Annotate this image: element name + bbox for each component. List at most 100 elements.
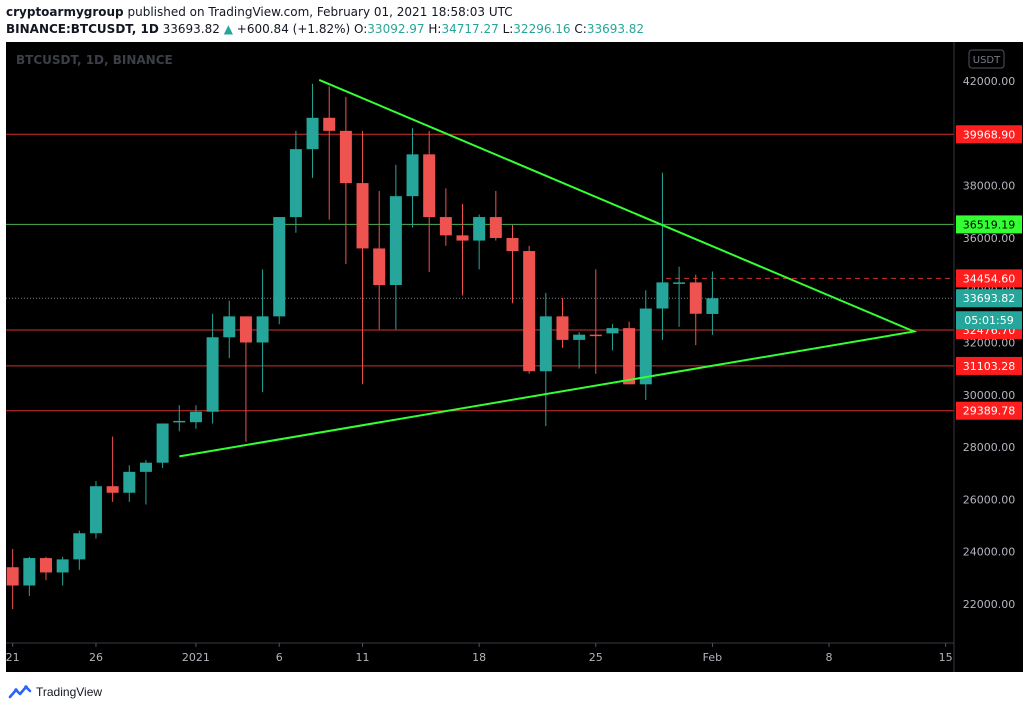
tradingview-logo-icon[interactable] bbox=[8, 684, 32, 700]
candle[interactable] bbox=[223, 300, 236, 359]
level-badge[interactable]: 29389.78 bbox=[956, 401, 1022, 420]
symbol-watermark: BTCUSDT, 1D, BINANCE bbox=[16, 53, 173, 67]
close-label: C: bbox=[574, 22, 587, 36]
level-badge[interactable]: 31103.28 bbox=[956, 356, 1022, 375]
open-label: O: bbox=[354, 22, 368, 36]
candle-body bbox=[706, 298, 719, 314]
candle[interactable] bbox=[523, 245, 536, 374]
candle[interactable] bbox=[406, 128, 419, 228]
candle-body bbox=[339, 130, 352, 184]
candle-body bbox=[539, 316, 552, 372]
candle-body bbox=[323, 117, 336, 131]
candle[interactable] bbox=[23, 556, 36, 596]
candle[interactable] bbox=[339, 96, 352, 265]
candle[interactable] bbox=[589, 269, 602, 374]
level-badge-background bbox=[956, 356, 1022, 375]
candle-body bbox=[273, 217, 286, 317]
time-tick-label: 18 bbox=[472, 651, 486, 664]
publish-line: cryptoarmygroup published on TradingView… bbox=[6, 5, 513, 19]
time-axis[interactable]: 21 26 2021 6 11 18 25 Feb 8 15 bbox=[6, 643, 953, 664]
candle[interactable] bbox=[373, 190, 386, 330]
candle[interactable] bbox=[273, 217, 286, 325]
price-tick-label: 28000.00 bbox=[963, 441, 1016, 454]
candle[interactable] bbox=[456, 204, 469, 296]
candle[interactable] bbox=[139, 460, 152, 505]
time-tick-label: 2021 bbox=[182, 651, 210, 664]
candle[interactable] bbox=[573, 332, 586, 369]
time-tick-label: 26 bbox=[89, 651, 103, 664]
candle-body bbox=[173, 420, 186, 423]
candle[interactable] bbox=[673, 266, 686, 327]
price-tick-label: 32000.00 bbox=[963, 337, 1016, 350]
candle[interactable] bbox=[123, 465, 136, 502]
level-badge[interactable]: 36519.19 bbox=[956, 215, 1022, 234]
candle[interactable] bbox=[639, 290, 652, 400]
last-price-badge[interactable]: 33693.82 bbox=[956, 289, 1022, 308]
last-price-badge-background bbox=[956, 289, 1022, 308]
candle[interactable] bbox=[706, 271, 719, 335]
candle[interactable] bbox=[506, 224, 519, 304]
level-badge[interactable]: 39968.90 bbox=[956, 125, 1022, 144]
price-tick-label: 42000.00 bbox=[963, 75, 1016, 88]
candle[interactable] bbox=[256, 269, 269, 393]
candle[interactable] bbox=[489, 190, 502, 241]
candle[interactable] bbox=[689, 274, 702, 346]
candle[interactable] bbox=[73, 530, 86, 570]
level-badge-background bbox=[956, 125, 1022, 144]
candle[interactable] bbox=[306, 83, 319, 178]
author-name[interactable]: cryptoarmygroup bbox=[6, 5, 124, 19]
candle[interactable] bbox=[239, 316, 252, 442]
candle-body bbox=[423, 154, 436, 218]
tradingview-brand[interactable]: TradingView bbox=[36, 685, 103, 699]
footer: TradingView bbox=[8, 682, 102, 702]
candle[interactable] bbox=[156, 423, 169, 468]
candle-body bbox=[573, 334, 586, 340]
candle[interactable] bbox=[289, 130, 302, 233]
candle-body bbox=[89, 486, 102, 534]
candle[interactable] bbox=[439, 188, 452, 246]
open-value: 33092.97 bbox=[367, 22, 425, 36]
candle[interactable] bbox=[656, 172, 669, 340]
candle-body bbox=[256, 316, 269, 343]
candle[interactable] bbox=[56, 556, 69, 586]
price-tick-label: 24000.00 bbox=[963, 546, 1016, 559]
candle[interactable] bbox=[173, 405, 186, 432]
triangle-pattern[interactable] bbox=[179, 78, 918, 458]
candle[interactable] bbox=[189, 405, 202, 429]
candle[interactable] bbox=[323, 86, 336, 220]
price-tick-label: 26000.00 bbox=[963, 493, 1016, 506]
candle[interactable] bbox=[473, 214, 486, 270]
candle[interactable] bbox=[389, 164, 402, 330]
currency-badge-frame[interactable] bbox=[968, 49, 1005, 69]
time-tick-label: 15 bbox=[939, 651, 953, 664]
price-axis[interactable]: 22000.00 24000.00 26000.00 28000.00 30000.00… bbox=[963, 75, 1016, 611]
candle[interactable] bbox=[6, 548, 19, 610]
currency-badge[interactable]: USDT bbox=[973, 55, 1001, 66]
candle[interactable] bbox=[606, 324, 619, 351]
price-chart[interactable]: 22000.00 24000.00 26000.00 28000.00 30000.00… bbox=[6, 42, 1023, 672]
time-tick-label: 25 bbox=[589, 651, 603, 664]
candle[interactable] bbox=[106, 436, 119, 502]
chart-background bbox=[6, 42, 1023, 672]
candle-body bbox=[356, 183, 369, 249]
candle[interactable] bbox=[356, 130, 369, 385]
high-value: 34717.27 bbox=[441, 22, 499, 36]
published-text: published on TradingView.com, February 0… bbox=[127, 5, 513, 19]
candle-body bbox=[289, 149, 302, 218]
candle-body bbox=[156, 423, 169, 463]
candle[interactable] bbox=[89, 480, 102, 539]
candle[interactable] bbox=[556, 298, 569, 348]
candle[interactable] bbox=[539, 292, 552, 427]
candle[interactable] bbox=[39, 556, 52, 581]
candle-body bbox=[639, 308, 652, 385]
candle[interactable] bbox=[206, 313, 219, 424]
candle-body bbox=[123, 471, 136, 493]
candle-body bbox=[656, 282, 669, 309]
candle-body bbox=[489, 217, 502, 238]
candle[interactable] bbox=[423, 130, 436, 272]
time-tick-label: Feb bbox=[703, 651, 722, 664]
price-tick-label: 36000.00 bbox=[963, 232, 1016, 245]
candle-body bbox=[6, 567, 19, 586]
candle[interactable] bbox=[623, 321, 636, 385]
level-badge[interactable]: 34454.60 bbox=[956, 269, 1022, 288]
